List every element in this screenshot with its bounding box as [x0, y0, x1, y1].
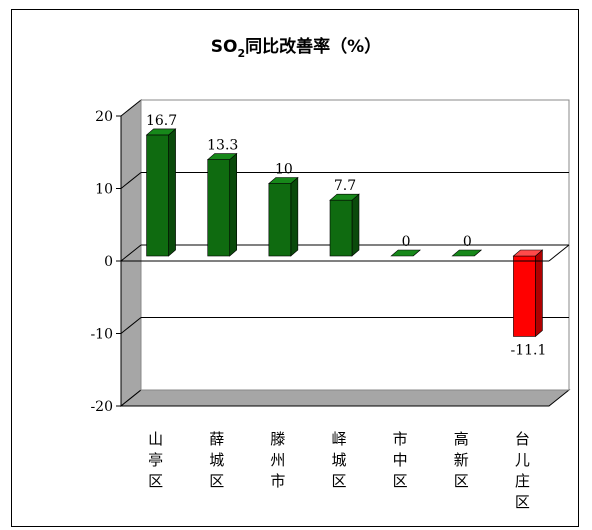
data-label: 13.3: [207, 138, 238, 154]
data-label: 0: [463, 234, 472, 250]
bar-side: [168, 128, 176, 257]
plot-area: 20 10 0 -10 -20 16.7 山亭区 13.3 薛城区 10 滕州市 7.7 峄城区 0 市中区…: [90, 98, 571, 511]
bar: [207, 159, 231, 257]
x-tick-label: 高新区: [454, 430, 469, 490]
bar-top: [145, 128, 177, 136]
bar-top: [206, 153, 238, 160]
bar: [513, 255, 536, 337]
x-tick-label: 滕州市: [270, 430, 285, 490]
y-tick-label: -10: [90, 327, 113, 343]
data-label: -11.1: [510, 342, 546, 358]
gridline-side: [120, 172, 142, 189]
bar-top: [329, 193, 360, 201]
x-tick-label: 山亭区: [148, 430, 163, 490]
y-tick-label: -20: [90, 399, 113, 415]
bar-side: [290, 176, 299, 257]
bar-top: [451, 249, 483, 257]
bar-top: [268, 177, 299, 184]
bar: [329, 199, 353, 257]
bar: [146, 134, 169, 257]
y-tick-label: 20: [95, 109, 113, 125]
x-tick-label: 市中区: [393, 430, 408, 490]
data-label: 16.7: [146, 113, 177, 129]
chart-title: SO2同比改善率（%）: [211, 36, 381, 60]
gridline-side: [120, 244, 142, 262]
chart-title-subscript: 2: [238, 47, 246, 60]
bar-top: [390, 249, 421, 257]
data-label: 0: [402, 234, 411, 250]
bar-side: [535, 249, 543, 338]
chart-title-suffix: 同比改善率（%）: [245, 36, 381, 57]
bar: [268, 183, 292, 257]
zero-line-depth: [548, 244, 570, 262]
chart-title-prefix: SO: [211, 37, 238, 57]
x-tick-label: 峄城区: [331, 430, 346, 490]
data-label: 10: [275, 162, 293, 178]
bar-side: [229, 152, 238, 257]
y-tick-label: 0: [104, 254, 113, 270]
gridline-side: [120, 317, 142, 334]
bar-top: [512, 249, 544, 257]
y-tick-label: 10: [95, 182, 113, 198]
floor: [119, 389, 571, 407]
x-tick-label: 台儿庄区: [515, 430, 530, 511]
data-label: 7.7: [334, 178, 356, 194]
x-tick-label: 薛城区: [209, 430, 224, 490]
bar-side: [351, 193, 360, 257]
